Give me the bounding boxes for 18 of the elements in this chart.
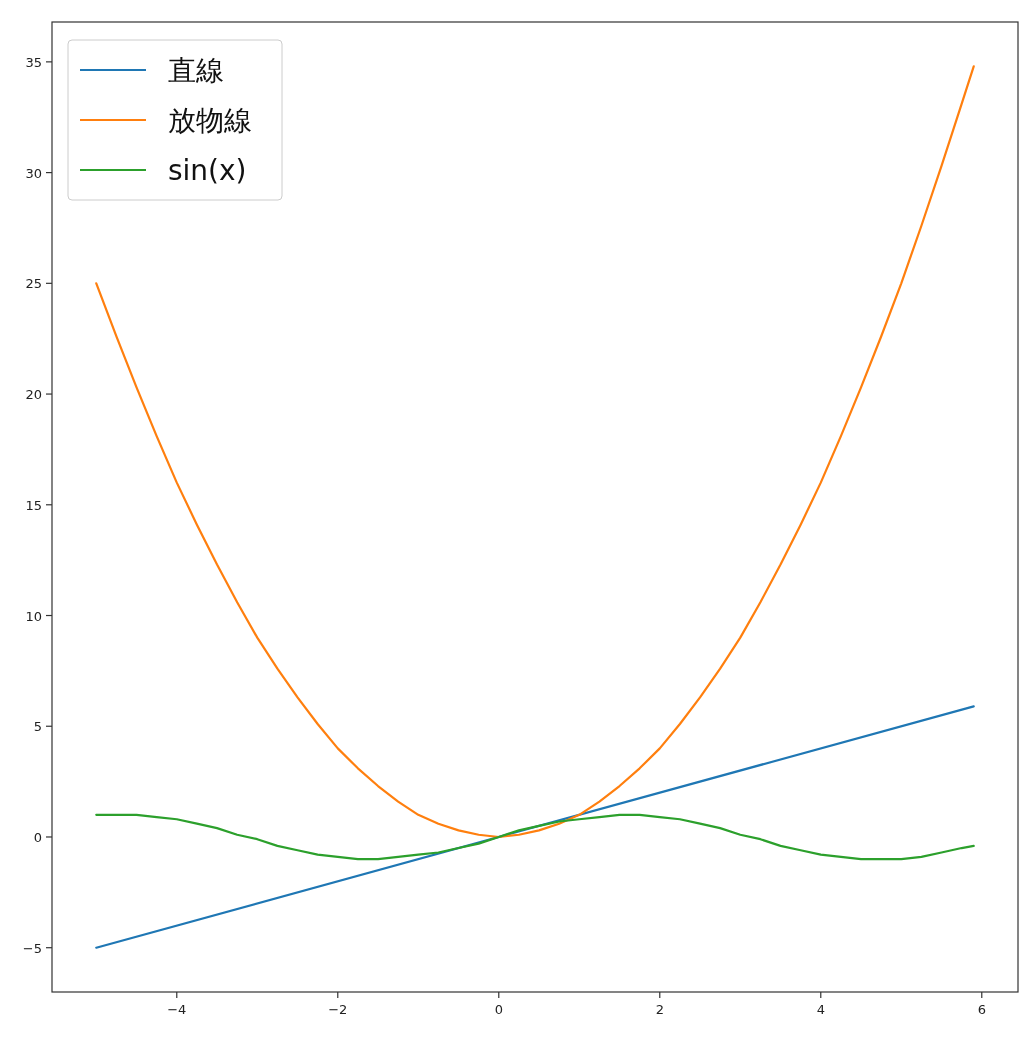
y-tick-label: 35 (25, 54, 42, 70)
legend-label: 放物線 (168, 104, 252, 137)
legend-label: sin(x) (168, 154, 247, 187)
y-tick-label: 10 (25, 608, 42, 624)
legend-label: 直線 (168, 54, 224, 87)
x-tick-label: 6 (977, 1002, 986, 1017)
y-tick-label: 25 (25, 276, 42, 292)
x-tick-label: 4 (816, 1002, 825, 1017)
y-tick-label: 30 (25, 165, 42, 181)
x-tick-label: −2 (328, 1002, 348, 1017)
x-tick-label: 0 (494, 1002, 503, 1017)
y-tick-label: 0 (33, 829, 42, 845)
y-tick-label: −5 (22, 940, 42, 956)
y-tick-label: 15 (25, 497, 42, 513)
x-tick-label: −4 (167, 1002, 187, 1017)
y-tick-label: 5 (33, 719, 42, 735)
y-tick-label: 20 (25, 387, 42, 403)
x-tick-label: 2 (655, 1002, 664, 1017)
